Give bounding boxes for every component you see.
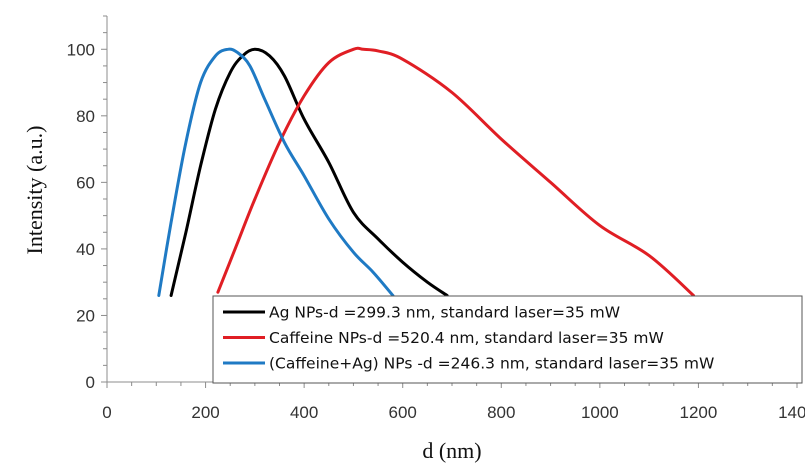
series-line-2 [157, 47, 395, 297]
y-tick-label: 60 [76, 173, 95, 192]
y-axis-title: Intensity (a.u.) [22, 126, 47, 255]
x-tick-label: 1200 [680, 403, 718, 422]
x-tick-label: 0 [102, 403, 111, 422]
y-tick-label: 0 [86, 373, 95, 392]
series-line-0 [169, 47, 449, 297]
x-tick-label: 600 [389, 403, 417, 422]
x-tick-label: 800 [487, 403, 515, 422]
y-tick-label: 20 [76, 306, 95, 325]
x-axis-title: d (nm) [422, 438, 481, 463]
y-tick-label: 100 [67, 40, 95, 59]
series-group [157, 46, 695, 297]
legend: Ag NPs-d =299.3 nm, standard laser=35 mW… [212, 295, 803, 384]
x-tick-label: 200 [191, 403, 219, 422]
x-tick-label: 1000 [581, 403, 619, 422]
legend-box [212, 295, 803, 384]
series-line-1 [216, 46, 695, 297]
x-tick-label: 400 [290, 403, 318, 422]
legend-label-1: Caffeine NPs-d =520.4 nm, standard laser… [269, 329, 664, 347]
y-tick-label: 40 [76, 240, 95, 259]
y-tick-label: 80 [76, 107, 95, 126]
legend-label-0: Ag NPs-d =299.3 nm, standard laser=35 mW [269, 304, 620, 322]
legend-label-2: (Caffeine+Ag) NPs -d =246.3 nm, standard… [269, 355, 714, 373]
